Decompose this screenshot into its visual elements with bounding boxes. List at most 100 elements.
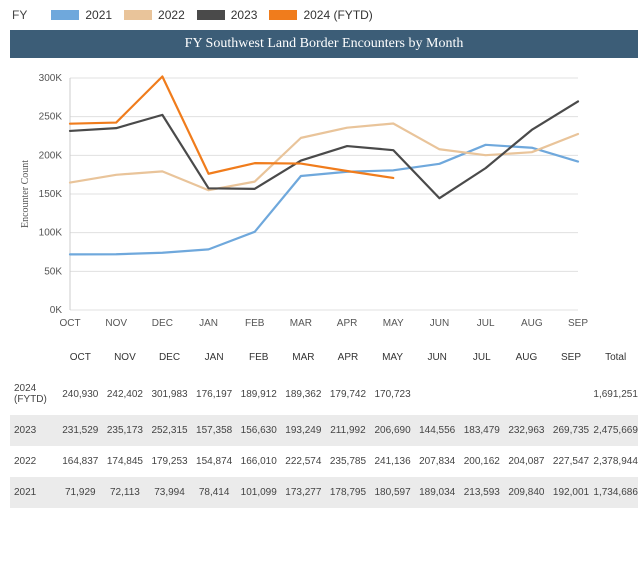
table-cell: 179,253 [147,446,192,477]
line-chart: 0K50K100K150K200K250K300KOCTNOVDECJANFEB… [4,58,640,342]
table-row: 202171,92972,11373,99478,414101,099173,2… [10,477,638,508]
table-cell: 213,593 [459,477,504,508]
svg-text:150K: 150K [39,189,63,200]
table-cell: 242,402 [103,373,148,415]
svg-text:JAN: JAN [199,318,218,329]
table-cell: 241,136 [370,446,415,477]
table-cell [415,373,460,415]
svg-text:OCT: OCT [59,318,80,329]
legend-text-2021: 2021 [85,8,112,22]
svg-text:50K: 50K [44,266,62,277]
table-cell: 235,785 [326,446,371,477]
legend-item-2021[interactable]: 2021 [51,8,112,22]
svg-text:DEC: DEC [152,318,173,329]
table-row: 2024 (FYTD)240,930242,402301,983176,1971… [10,373,638,415]
col-apr: APR [326,342,371,373]
svg-text:MAY: MAY [383,318,404,329]
table-header-row: OCT NOV DEC JAN FEB MAR APR MAY JUN JUL … [10,342,638,373]
svg-text:200K: 200K [39,150,63,161]
col-total: Total [593,342,638,373]
svg-text:0K: 0K [50,305,63,316]
table-cell: 164,837 [58,446,103,477]
svg-text:NOV: NOV [105,318,127,329]
table-cell: 101,099 [236,477,281,508]
table-cell: 173,277 [281,477,326,508]
svg-text:APR: APR [337,318,358,329]
svg-text:MAR: MAR [290,318,312,329]
table-cell: 183,479 [459,415,504,446]
legend: FY 2021 2022 2023 2024 (FYTD) [4,4,640,30]
table-cell: 240,930 [58,373,103,415]
table-cell: 301,983 [147,373,192,415]
legend-item-2023[interactable]: 2023 [197,8,258,22]
col-may: MAY [370,342,415,373]
table-cell: 189,362 [281,373,326,415]
table-cell: 232,963 [504,415,549,446]
table-cell: 209,840 [504,477,549,508]
svg-text:JUL: JUL [477,318,495,329]
swatch-2024 [269,10,297,20]
row-label: 2022 [10,446,58,477]
table-cell: 193,249 [281,415,326,446]
svg-text:JUN: JUN [430,318,449,329]
data-table: OCT NOV DEC JAN FEB MAR APR MAY JUN JUL … [10,342,638,508]
table-cell: 189,912 [236,373,281,415]
table-cell: 207,834 [415,446,460,477]
table-cell: 180,597 [370,477,415,508]
row-label: 2024 (FYTD) [10,373,58,415]
table-cell: 235,173 [103,415,148,446]
table-cell: 192,001 [549,477,594,508]
legend-text-2023: 2023 [231,8,258,22]
svg-text:SEP: SEP [568,318,588,329]
table-cell [549,373,594,415]
chart-title: FY Southwest Land Border Encounters by M… [10,30,638,58]
col-jul: JUL [459,342,504,373]
table-cell: 204,087 [504,446,549,477]
col-jun: JUN [415,342,460,373]
table-cell: 252,315 [147,415,192,446]
swatch-2022 [124,10,152,20]
legend-fy-label: FY [12,8,27,22]
table-row: 2023231,529235,173252,315157,358156,6301… [10,415,638,446]
row-total: 2,475,669 [593,415,638,446]
table-cell: 166,010 [236,446,281,477]
table-cell: 78,414 [192,477,237,508]
table-cell [459,373,504,415]
svg-text:300K: 300K [39,73,63,84]
svg-text:250K: 250K [39,112,63,123]
col-jan: JAN [192,342,237,373]
col-nov: NOV [103,342,148,373]
legend-item-2022[interactable]: 2022 [124,8,185,22]
row-total: 1,734,686 [593,477,638,508]
svg-text:FEB: FEB [245,318,265,329]
table-cell: 222,574 [281,446,326,477]
legend-text-2024: 2024 (FYTD) [303,8,372,22]
table-row: 2022164,837174,845179,253154,874166,0102… [10,446,638,477]
table-cell: 227,547 [549,446,594,477]
col-mar: MAR [281,342,326,373]
table-cell: 269,735 [549,415,594,446]
table-cell: 72,113 [103,477,148,508]
table-cell: 144,556 [415,415,460,446]
legend-item-2024[interactable]: 2024 (FYTD) [269,8,372,22]
col-dec: DEC [147,342,192,373]
table-cell: 156,630 [236,415,281,446]
legend-text-2022: 2022 [158,8,185,22]
table-cell: 179,742 [326,373,371,415]
table-cell: 154,874 [192,446,237,477]
table-cell: 157,358 [192,415,237,446]
table-cell: 231,529 [58,415,103,446]
svg-text:AUG: AUG [521,318,543,329]
table-cell: 206,690 [370,415,415,446]
table-cell: 211,992 [326,415,371,446]
col-oct: OCT [58,342,103,373]
row-label: 2021 [10,477,58,508]
table-cell [504,373,549,415]
row-label: 2023 [10,415,58,446]
col-sep: SEP [549,342,594,373]
chart-svg: 0K50K100K150K200K250K300KOCTNOVDECJANFEB… [10,62,638,342]
swatch-2023 [197,10,225,20]
table-cell: 73,994 [147,477,192,508]
table-cell: 189,034 [415,477,460,508]
col-aug: AUG [504,342,549,373]
